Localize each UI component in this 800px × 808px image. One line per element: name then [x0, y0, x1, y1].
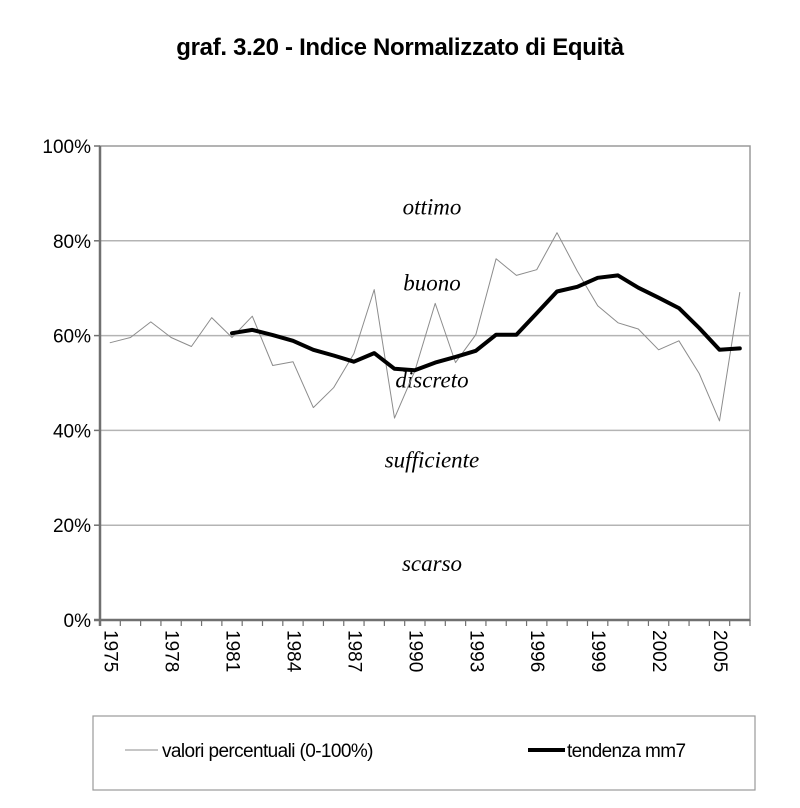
legend-box [92, 715, 756, 791]
y-tick-label: 40% [53, 421, 91, 442]
y-tick-label: 60% [53, 327, 91, 348]
band-label-ottimo: ottimo [403, 195, 462, 220]
y-tick-label: 20% [53, 516, 91, 537]
y-tick-label: 100% [42, 137, 91, 158]
chart-title: graf. 3.20 - Indice Normalizzato di Equi… [176, 34, 624, 61]
x-tick-label: 1978 [161, 630, 182, 672]
legend: valori percentuali (0-100%) tendenza mm7 [92, 715, 756, 791]
band-label-buono: buono [403, 270, 461, 295]
x-tick-label: 1999 [587, 630, 608, 672]
x-tick-label: 1975 [100, 630, 121, 672]
y-tick-label: 0% [64, 611, 92, 632]
series-line-trend [230, 273, 742, 373]
x-tick-label: 1990 [404, 630, 425, 672]
x-tick-label: 1996 [526, 630, 547, 672]
band-label-sufficiente: sufficiente [385, 447, 480, 472]
x-tick-label: 1981 [222, 630, 243, 672]
x-tick-label: 2002 [648, 630, 669, 672]
axes: 0% 20% 40% 60% 80% 100% 1975 1978 1981 1984 1987 19… [42, 137, 751, 673]
data-series [109, 232, 742, 422]
legend-label-values: valori percentuali (0-100%) [162, 741, 373, 762]
legend-label-trend: tendenza mm7 [567, 741, 686, 762]
band-label-scarso: scarso [402, 551, 462, 576]
x-tick-label: 1993 [465, 630, 486, 672]
y-tick-label: 80% [53, 232, 91, 253]
x-tick-label: 2005 [709, 630, 730, 672]
series-line-values [109, 232, 741, 422]
x-tick-label: 1987 [343, 630, 364, 672]
x-tick-label: 1984 [282, 630, 303, 673]
